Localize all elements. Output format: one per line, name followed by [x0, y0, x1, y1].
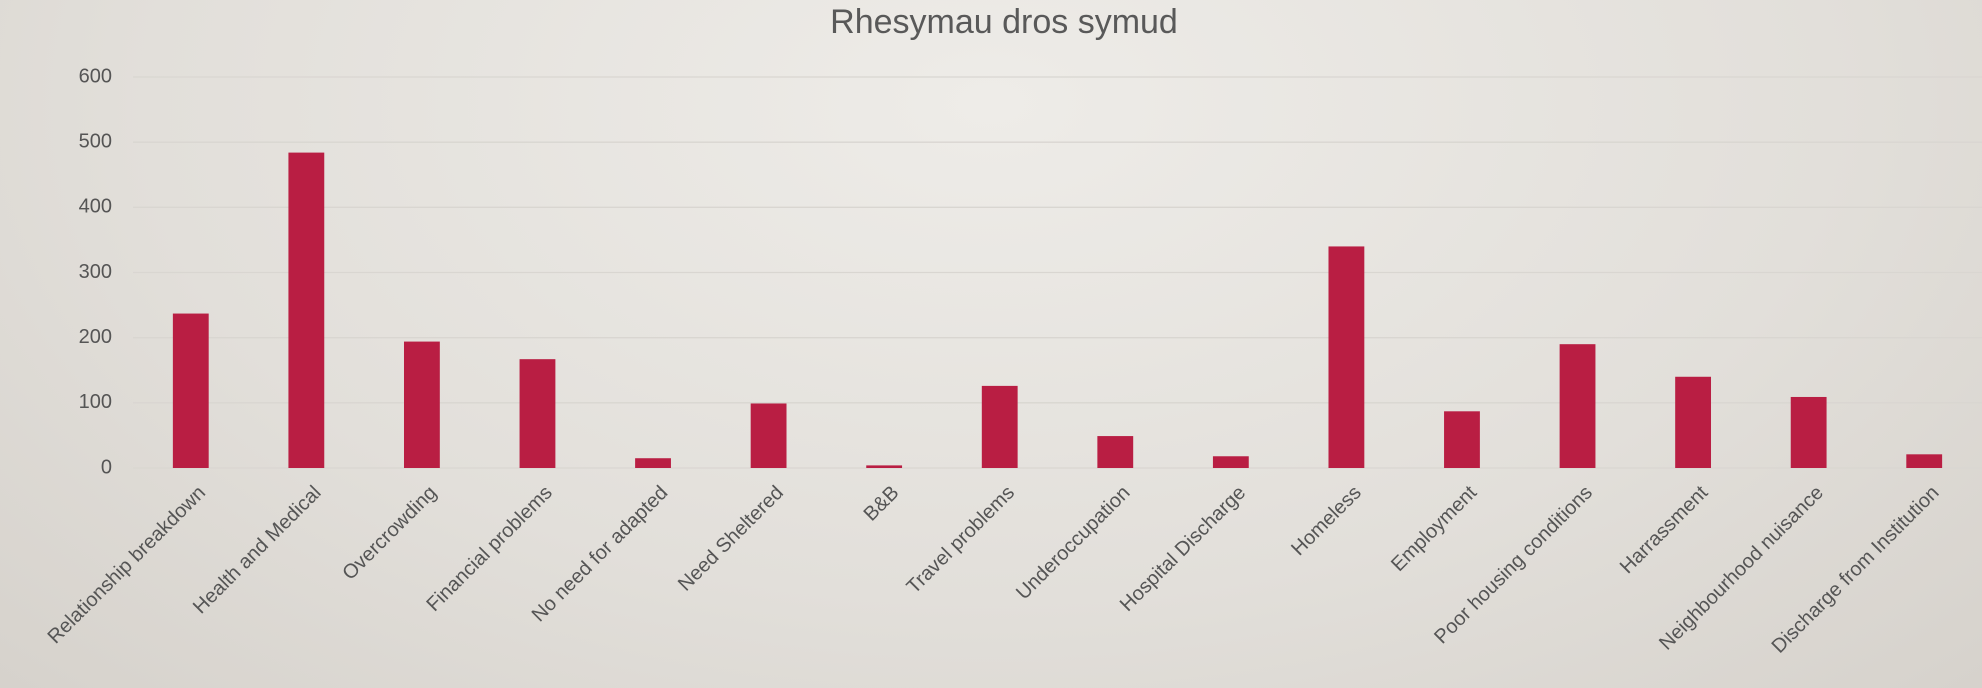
bar	[1790, 396, 1827, 468]
bar	[403, 341, 440, 468]
bar	[519, 359, 556, 468]
bar	[1559, 344, 1596, 468]
x-tick-label: B&B	[860, 482, 904, 526]
y-tick-label: 600	[79, 65, 112, 87]
x-tick-label: Overcrowding	[338, 482, 441, 585]
x-tick-label: Hospital Discharge	[1116, 482, 1250, 616]
bar	[1906, 454, 1943, 468]
bar	[635, 458, 671, 468]
x-tick-label: Harrassment	[1616, 481, 1713, 578]
y-tick-label: 500	[79, 130, 112, 152]
bar	[1097, 436, 1134, 468]
x-tick-label: Travel problems	[903, 482, 1019, 598]
x-tick-label: Employment	[1387, 481, 1481, 575]
y-tick-label: 200	[79, 326, 112, 348]
x-tick-label: Homeless	[1287, 482, 1365, 560]
bar	[981, 385, 1018, 468]
bar	[288, 152, 325, 469]
y-tick-label: 300	[79, 261, 112, 283]
x-tick-label: Relationship breakdown	[44, 482, 211, 649]
bar	[1444, 411, 1480, 468]
x-tick-label: Need Sheltered	[674, 482, 788, 596]
bar	[1212, 456, 1249, 468]
bar	[750, 403, 787, 468]
bar	[1675, 376, 1712, 468]
x-tick-label: Health and Medical	[189, 482, 326, 619]
x-tick-label: Financial problems	[422, 482, 556, 616]
y-tick-label: 100	[79, 391, 112, 413]
bar	[172, 313, 209, 468]
y-tick-label: 400	[79, 196, 112, 218]
bar	[866, 465, 903, 468]
chart-title: Rhesymau dros symud	[830, 3, 1178, 41]
x-tick-label: Underoccupation	[1012, 482, 1134, 604]
y-tick-label: 0	[101, 456, 112, 478]
bar	[1328, 246, 1365, 468]
